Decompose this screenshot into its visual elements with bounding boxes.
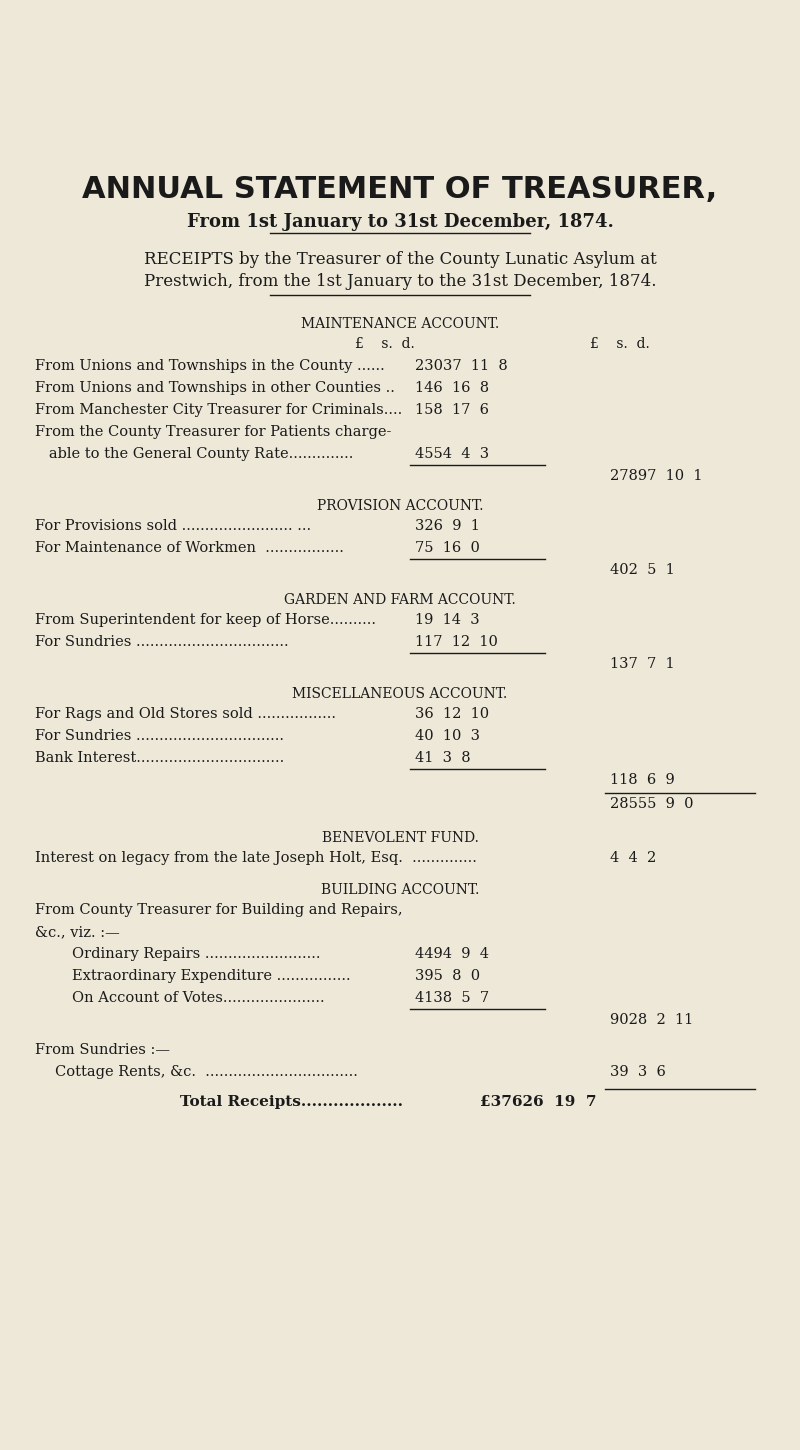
Text: 28555  9  0: 28555 9 0 [610, 798, 694, 811]
Text: MISCELLANEOUS ACCOUNT.: MISCELLANEOUS ACCOUNT. [292, 687, 508, 700]
Text: 402  5  1: 402 5 1 [610, 563, 674, 577]
Text: On Account of Votes......................: On Account of Votes.....................… [35, 990, 325, 1005]
Text: For Sundries ................................: For Sundries ...........................… [35, 729, 284, 742]
Text: 41  3  8: 41 3 8 [415, 751, 470, 766]
Text: 4138  5  7: 4138 5 7 [415, 990, 489, 1005]
Text: able to the General County Rate..............: able to the General County Rate.........… [35, 447, 354, 461]
Text: 27897  10  1: 27897 10 1 [610, 468, 702, 483]
Text: GARDEN AND FARM ACCOUNT.: GARDEN AND FARM ACCOUNT. [284, 593, 516, 608]
Text: BUILDING ACCOUNT.: BUILDING ACCOUNT. [321, 883, 479, 898]
Text: For Provisions sold ........................ ...: For Provisions sold ....................… [35, 519, 311, 534]
Text: From Unions and Townships in the County ......: From Unions and Townships in the County … [35, 360, 385, 373]
Text: Prestwich, from the 1st January to the 31st December, 1874.: Prestwich, from the 1st January to the 3… [144, 273, 656, 290]
Text: ANNUAL STATEMENT OF TREASURER,: ANNUAL STATEMENT OF TREASURER, [82, 175, 718, 204]
Text: Interest on legacy from the late Joseph Holt, Esq.  ..............: Interest on legacy from the late Joseph … [35, 851, 477, 866]
Text: Cottage Rents, &c.  .................................: Cottage Rents, &c. .....................… [55, 1064, 358, 1079]
Text: For Maintenance of Workmen  .................: For Maintenance of Workmen .............… [35, 541, 344, 555]
Text: 36  12  10: 36 12 10 [415, 708, 489, 721]
Text: From 1st January to 31st December, 1874.: From 1st January to 31st December, 1874. [186, 213, 614, 231]
Text: 137  7  1: 137 7 1 [610, 657, 674, 671]
Text: &c., viz. :—: &c., viz. :— [35, 925, 120, 940]
Text: From County Treasurer for Building and Repairs,: From County Treasurer for Building and R… [35, 903, 402, 916]
Text: 4  4  2: 4 4 2 [610, 851, 656, 866]
Text: £    s.  d.: £ s. d. [590, 336, 650, 351]
Text: PROVISION ACCOUNT.: PROVISION ACCOUNT. [317, 499, 483, 513]
Text: 23037  11  8: 23037 11 8 [415, 360, 508, 373]
Text: MAINTENANCE ACCOUNT.: MAINTENANCE ACCOUNT. [301, 318, 499, 331]
Text: 40  10  3: 40 10 3 [415, 729, 480, 742]
Text: 118  6  9: 118 6 9 [610, 773, 674, 787]
Text: £37626  19  7: £37626 19 7 [480, 1095, 597, 1109]
Text: 19  14  3: 19 14 3 [415, 613, 480, 626]
Text: Total Receipts...................: Total Receipts................... [180, 1095, 403, 1109]
Text: 395  8  0: 395 8 0 [415, 969, 480, 983]
Text: 75  16  0: 75 16 0 [415, 541, 480, 555]
Text: For Sundries .................................: For Sundries ...........................… [35, 635, 289, 650]
Text: From the County Treasurer for Patients charge-: From the County Treasurer for Patients c… [35, 425, 391, 439]
Text: 158  17  6: 158 17 6 [415, 403, 489, 418]
Text: RECEIPTS by the Treasurer of the County Lunatic Asylum at: RECEIPTS by the Treasurer of the County … [144, 251, 656, 268]
Text: From Manchester City Treasurer for Criminals....: From Manchester City Treasurer for Crimi… [35, 403, 402, 418]
Text: 39  3  6: 39 3 6 [610, 1064, 666, 1079]
Text: From Unions and Townships in other Counties ..: From Unions and Townships in other Count… [35, 381, 395, 394]
Text: 9028  2  11: 9028 2 11 [610, 1014, 694, 1027]
Text: 117  12  10: 117 12 10 [415, 635, 498, 650]
Text: Extraordinary Expenditure ................: Extraordinary Expenditure ..............… [35, 969, 350, 983]
Text: From Superintendent for keep of Horse..........: From Superintendent for keep of Horse...… [35, 613, 376, 626]
Text: Ordinary Repairs .........................: Ordinary Repairs .......................… [35, 947, 321, 961]
Text: £    s.  d.: £ s. d. [355, 336, 414, 351]
Text: 326  9  1: 326 9 1 [415, 519, 480, 534]
Text: 4554  4  3: 4554 4 3 [415, 447, 489, 461]
Text: From Sundries :—: From Sundries :— [35, 1043, 170, 1057]
Text: 4494  9  4: 4494 9 4 [415, 947, 489, 961]
Text: 146  16  8: 146 16 8 [415, 381, 489, 394]
Text: BENEVOLENT FUND.: BENEVOLENT FUND. [322, 831, 478, 845]
Text: Bank Interest................................: Bank Interest...........................… [35, 751, 284, 766]
Text: For Rags and Old Stores sold .................: For Rags and Old Stores sold ...........… [35, 708, 336, 721]
